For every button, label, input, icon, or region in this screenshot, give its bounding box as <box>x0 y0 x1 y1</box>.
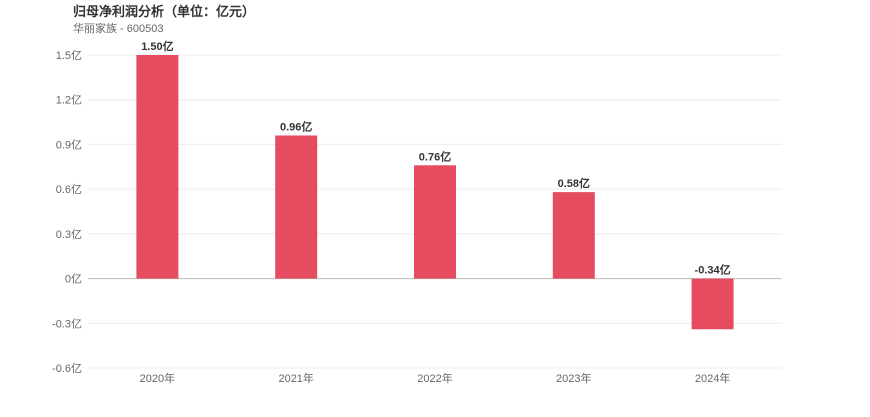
data-label: 0.76亿 <box>419 149 451 163</box>
x-tick-label: 2020年 <box>140 371 175 385</box>
bar <box>552 192 595 279</box>
data-label: 0.96亿 <box>280 119 312 133</box>
label-layer: 1.5亿 1.2亿 0.9亿 0.6亿 0.3亿 0亿 -0.3亿 -0.6亿 1.50亿 202… <box>52 39 731 385</box>
x-tick-label: 2023年 <box>556 371 591 385</box>
x-tick-label: 2022年 <box>417 371 452 385</box>
bar <box>275 135 318 279</box>
y-tick-label: 0.9亿 <box>56 138 82 151</box>
y-tick-label: -0.3亿 <box>52 317 82 330</box>
grid-layer <box>88 54 782 369</box>
data-label: 0.58亿 <box>558 176 590 190</box>
chart-subtitle: 华丽家族 - 600503 <box>73 23 164 35</box>
y-tick-label: 0亿 <box>65 273 82 286</box>
y-tick-label: 0.6亿 <box>56 183 82 196</box>
y-tick-label: 0.3亿 <box>56 228 82 241</box>
data-label: -0.34亿 <box>695 263 731 277</box>
x-tick-label: 2021年 <box>278 371 313 385</box>
y-tick-label: -0.6亿 <box>52 362 82 375</box>
data-label: 1.50亿 <box>141 39 173 53</box>
bar <box>414 165 456 279</box>
bar-layer <box>136 55 734 330</box>
bar <box>136 55 179 279</box>
y-tick-label: 1.5亿 <box>56 49 82 62</box>
chart-title: 归母净利润分析（单位：亿元） <box>73 4 256 19</box>
x-tick-label: 2024年 <box>695 371 730 385</box>
bar <box>691 278 734 330</box>
y-tick-label: 1.2亿 <box>56 94 82 107</box>
